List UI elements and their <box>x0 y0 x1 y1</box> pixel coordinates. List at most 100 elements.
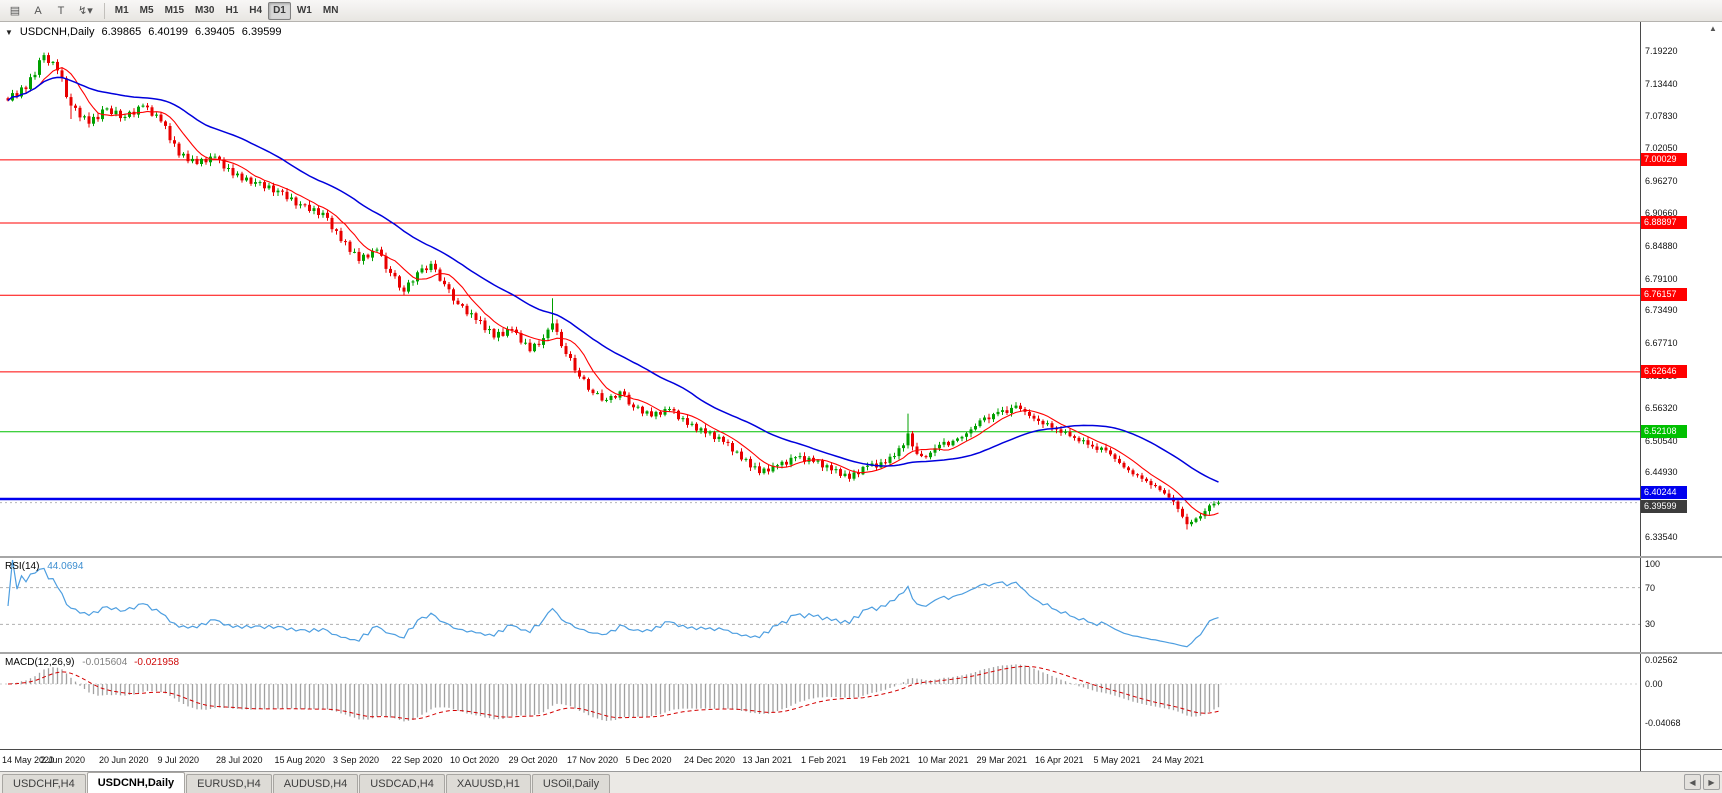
timeframe-d1-button[interactable]: D1 <box>268 1 291 20</box>
rsi-name: RSI(14) <box>5 561 40 572</box>
tabs-scroll-right-button[interactable]: ▶ <box>1703 774 1720 790</box>
quick-tools-dropdown-icon[interactable]: ↯▾ <box>78 5 93 17</box>
time-axis-label: 29 Oct 2020 <box>508 755 558 765</box>
chart-window: 14 May 2020 2 Jun 2020 20 Jun 2020 9 Jul 20… <box>0 22 1722 771</box>
text-tool-icon[interactable]: T <box>57 4 65 17</box>
time-axis[interactable]: 14 May 2020 2 Jun 2020 20 Jun 2020 9 Jul 20… <box>0 750 1640 771</box>
macd-signal-value: -0.021958 <box>134 657 180 668</box>
timeframe-m30-button[interactable]: M30 <box>195 5 215 16</box>
price-axis-label: 6.44930 <box>1645 467 1678 478</box>
rsi-pane-canvas[interactable] <box>0 558 1640 652</box>
chart-tab-xauusd-h1[interactable]: XAUUSD,H1 <box>445 774 531 793</box>
price-axis-label: 6.79100 <box>1645 273 1678 284</box>
chart-tabs: USDCHF,H4 USDCNH,Daily EURUSD,H4 AUDUSD,H4 U… <box>2 772 611 793</box>
tabs-scroll-left-button[interactable]: ◀ <box>1684 774 1701 790</box>
chart-tab-eurusd-h4[interactable]: EURUSD,H4 <box>186 774 272 793</box>
macd-main-value: -0.015604 <box>82 657 128 668</box>
price-axis-label: 6.84880 <box>1645 240 1678 251</box>
timeframe-w1-button[interactable]: W1 <box>296 5 312 16</box>
time-axis-label: 10 Mar 2021 <box>918 755 969 765</box>
chart-tab-usdcnh-daily[interactable]: USDCNH,Daily <box>86 772 186 793</box>
time-axis-label: 5 Dec 2020 <box>625 755 672 765</box>
rsi-axis-label: 100 <box>1645 559 1661 569</box>
price-chart-canvas[interactable] <box>0 22 1640 556</box>
chart-tab-usdcad-h4[interactable]: USDCAD,H4 <box>359 774 445 793</box>
time-axis-label: 3 Sep 2020 <box>333 755 380 765</box>
time-axis-label: 10 Oct 2020 <box>450 755 500 765</box>
timeframe-button-group: M1 M5 M15 M30 H1 H4 D1 W1 MN <box>110 1 345 20</box>
toolbar-separator <box>103 2 105 19</box>
pane-splitter[interactable] <box>0 556 1722 558</box>
time-axis-label: 19 Feb 2021 <box>859 755 911 765</box>
pane-splitter[interactable] <box>0 652 1722 654</box>
chart-symbol-period: USDCNH,Daily <box>19 26 95 38</box>
price-line-tag: 6.76157 <box>1641 288 1687 302</box>
timeframe-m15-button[interactable]: M15 <box>164 5 185 16</box>
price-axis-label: 6.56320 <box>1645 402 1678 413</box>
macd-axis-label: -0.04068 <box>1645 717 1681 728</box>
price-line-tag: 6.62646 <box>1641 364 1687 378</box>
rsi-indicator-label: RSI(14) 44.0694 <box>5 561 83 572</box>
current-price-tag: 6.39599 <box>1641 500 1687 513</box>
ohlc-close: 6.39599 <box>241 26 282 38</box>
time-axis-label: 22 Sep 2020 <box>391 755 443 765</box>
macd-axis-label: 0.00 <box>1645 679 1663 689</box>
timeframe-h4-button[interactable]: H4 <box>249 5 263 16</box>
rsi-value: 44.0694 <box>47 561 84 572</box>
toolbar: ▤ A T ↯▾ M1 M5 M15 M30 H1 H4 D1 W1 MN <box>0 0 1722 22</box>
collapse-arrow-icon[interactable]: ▼ <box>5 27 13 37</box>
price-axis-label: 7.19220 <box>1645 46 1678 56</box>
price-axis-label: 7.07830 <box>1645 110 1678 121</box>
macd-indicator-label: MACD(12,26,9) -0.015604 -0.021958 <box>5 657 179 668</box>
price-line-tag: 6.88897 <box>1641 216 1687 229</box>
price-axis-label: 6.73490 <box>1645 305 1678 316</box>
time-axis-label: 14 May 2020 <box>2 755 55 765</box>
price-axis-label: 6.67710 <box>1645 338 1678 349</box>
chart-tab-audusd-h4[interactable]: AUDUSD,H4 <box>272 774 359 793</box>
price-line-tag: 7.00029 <box>1641 152 1687 166</box>
time-axis-label: 24 Dec 2020 <box>684 755 736 765</box>
price-axis-label: 7.02050 <box>1645 143 1678 154</box>
macd-axis-label: 0.02562 <box>1645 655 1678 665</box>
ohlc-readout: ▼ USDCNH,Daily 6.39865 6.40199 6.39405 6… <box>5 26 282 38</box>
timeframe-m5-button[interactable]: M5 <box>139 5 154 16</box>
price-axis-label: 6.96270 <box>1645 176 1678 187</box>
rsi-axis-label: 30 <box>1645 619 1656 630</box>
time-axis-label: 29 Mar 2021 <box>976 755 1028 765</box>
tab-scroll-controls: ◀ ▶ <box>1684 774 1720 793</box>
time-axis-label: 20 Jun 2020 <box>99 755 149 765</box>
time-axis-label: 1 Feb 2021 <box>801 755 847 765</box>
ohlc-high: 6.40199 <box>148 26 189 38</box>
time-axis-label: 9 Jul 2020 <box>157 755 200 765</box>
macd-name: MACD(12,26,9) <box>5 657 75 668</box>
price-axis-label: 6.50540 <box>1645 435 1678 446</box>
ohlc-low: 6.39405 <box>195 26 235 38</box>
time-axis-label: 16 Apr 2021 <box>1035 755 1084 765</box>
chart-tab-usdchf-h4[interactable]: USDCHF,H4 <box>2 774 86 793</box>
price-axis-label: 7.13440 <box>1645 78 1678 89</box>
time-axis-label: 5 May 2021 <box>1093 755 1141 765</box>
time-axis-label: 13 Jan 2021 <box>742 755 793 765</box>
chart-tabs-bar: USDCHF,H4 USDCNH,Daily EURUSD,H4 AUDUSD,H4 U… <box>0 771 1722 793</box>
price-line-tag: 6.52108 <box>1641 424 1687 438</box>
macd-pane-canvas[interactable] <box>0 654 1640 748</box>
text-annotation-icon[interactable]: A <box>34 4 42 17</box>
timeframe-h1-button[interactable]: H1 <box>225 5 239 16</box>
chart-tab-usoil-daily[interactable]: USOil,Daily <box>531 774 611 793</box>
time-axis-label: 28 Jul 2020 <box>216 755 263 765</box>
timeframe-mn-button[interactable]: MN <box>322 5 339 16</box>
time-axis-label: 2 Jun 2020 <box>40 755 86 765</box>
price-axis[interactable]: ▲ 7.19220 7.13440 7.07830 7.02050 6.96270 6.9… <box>1640 22 1722 771</box>
chart-layout-icon[interactable]: ▤ <box>9 5 21 17</box>
rsi-axis-label: 70 <box>1645 582 1656 593</box>
toolbar-icon-group: ▤ A T ↯▾ <box>4 2 99 20</box>
timeframe-m1-button[interactable]: M1 <box>114 5 129 16</box>
price-axis-label: 6.33540 <box>1645 532 1678 542</box>
time-axis-label: 24 May 2021 <box>1152 755 1205 765</box>
price-line-tag: 6.40244 <box>1641 486 1687 499</box>
scroll-up-icon[interactable]: ▲ <box>1709 24 1717 33</box>
time-axis-label: 15 Aug 2020 <box>274 755 326 765</box>
ohlc-open: 6.39865 <box>101 26 142 38</box>
time-axis-label: 17 Nov 2020 <box>567 755 619 765</box>
